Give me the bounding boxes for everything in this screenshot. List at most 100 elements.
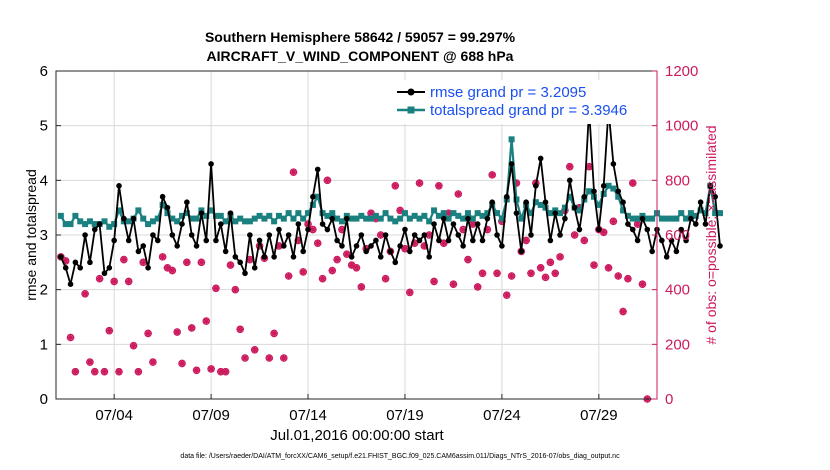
obs-count-point (415, 179, 424, 187)
obs-assimilated-marker (459, 225, 467, 234)
rmse-point (319, 221, 326, 227)
x-tick-label: 07/04 (95, 407, 133, 424)
obs-assimilated-marker (580, 236, 588, 245)
obs-count-point (168, 266, 177, 275)
rmse-point (571, 204, 578, 211)
totalspread-point (101, 218, 108, 225)
obs-assimilated-marker (638, 280, 647, 288)
obs-count-point (357, 283, 366, 291)
obs-assimilated-marker (357, 283, 365, 291)
obs-count-point (546, 258, 555, 267)
totalspread-point (426, 218, 433, 225)
totalspread-point (673, 215, 680, 222)
rmse-point (295, 221, 302, 227)
rmse-point (193, 243, 200, 249)
obs-count-point (129, 341, 138, 350)
obs-assimilated-marker (571, 231, 579, 239)
rmse-point (528, 232, 534, 238)
obs-count-point (124, 277, 133, 286)
obs-count-point (221, 367, 230, 376)
obs-count-point (430, 277, 438, 286)
obs-assimilated-marker (255, 242, 264, 250)
totalspread-point (62, 221, 69, 228)
obs-assimilated-marker (600, 228, 608, 236)
rmse-point (455, 232, 462, 238)
totalspread-point (649, 215, 656, 222)
obs-assimilated-marker (188, 324, 196, 332)
obs-assimilated-marker (270, 329, 278, 337)
obs-assimilated-marker (469, 220, 477, 228)
obs-count-point (158, 253, 167, 261)
totalspread-point (464, 210, 471, 217)
obs-count-point (313, 239, 322, 248)
obs-assimilated-marker (541, 273, 550, 281)
totalspread-point (450, 210, 457, 217)
obs-assimilated-marker (328, 266, 336, 275)
rmse-point (499, 243, 505, 249)
obs-count-point (95, 274, 104, 283)
obs-assimilated-marker (604, 264, 613, 272)
rmse-point (610, 161, 617, 167)
obs-count-point (120, 255, 128, 264)
rmse-point (489, 199, 496, 205)
totalspread-point (246, 218, 253, 225)
rmse-point (67, 281, 74, 288)
rmse-point (629, 226, 636, 233)
obs-assimilated-marker (173, 328, 181, 336)
totalspread-point (67, 221, 74, 228)
totalspread-point (717, 210, 724, 217)
totalspread-point (169, 215, 176, 222)
obs-count-point (609, 217, 618, 226)
obs-assimilated-marker (110, 277, 118, 286)
rmse-point (533, 183, 539, 189)
obs-count-point (624, 274, 632, 283)
chart-title: Southern Hemisphere 58642 / 59057 = 99.2… (205, 29, 516, 45)
rmse-point (717, 243, 723, 249)
obs-count-point (614, 272, 623, 280)
obs-count-point (183, 258, 191, 267)
y-right-tick-label: 0 (665, 391, 673, 408)
totalspread-point (266, 212, 273, 219)
totalspread-point (183, 210, 190, 217)
obs-assimilated-marker (81, 290, 89, 298)
rmse-point (615, 188, 622, 195)
rmse-point (494, 232, 500, 238)
totalspread-point (605, 182, 612, 189)
rmse-point (208, 161, 214, 167)
totalspread-point (615, 193, 622, 200)
obs-assimilated-marker (367, 209, 375, 217)
obs-count-point (241, 354, 249, 362)
rmse-point (159, 193, 166, 200)
obs-count-point (207, 365, 215, 373)
rmse-point (300, 248, 306, 255)
totalspread-point (116, 207, 123, 214)
legend-rmse-marker (407, 88, 415, 96)
totalspread-point (586, 188, 593, 195)
obs-count-point (391, 182, 400, 190)
rmse-point (368, 243, 374, 249)
obs-assimilated-marker (149, 358, 157, 366)
rmse-point (426, 254, 433, 260)
rmse-point (87, 259, 93, 266)
obs-assimilated-marker (333, 256, 341, 264)
rmse-point (552, 210, 559, 216)
obs-count-point (115, 367, 123, 376)
obs-count-point (192, 366, 201, 375)
obs-count-point (66, 333, 75, 342)
obs-assimilated-marker (478, 269, 487, 277)
obs-assimilated-marker (129, 342, 138, 350)
obs-assimilated-marker (435, 182, 443, 190)
totalspread-point (149, 218, 156, 225)
x-axis-label: Jul.01,2016 00:00:00 start (270, 427, 444, 444)
rmse-point (644, 226, 651, 233)
obs-count-point (100, 367, 109, 376)
totalspread-point (382, 210, 389, 217)
totalspread-point (256, 212, 263, 219)
rmse-point (450, 221, 457, 227)
legend: rmse grand pr = 3.2095 totalspread grand… (392, 80, 650, 124)
totalspread-point (368, 215, 375, 222)
totalspread-point (620, 207, 627, 214)
obs-count-point (134, 367, 143, 376)
totalspread-point (644, 215, 651, 222)
